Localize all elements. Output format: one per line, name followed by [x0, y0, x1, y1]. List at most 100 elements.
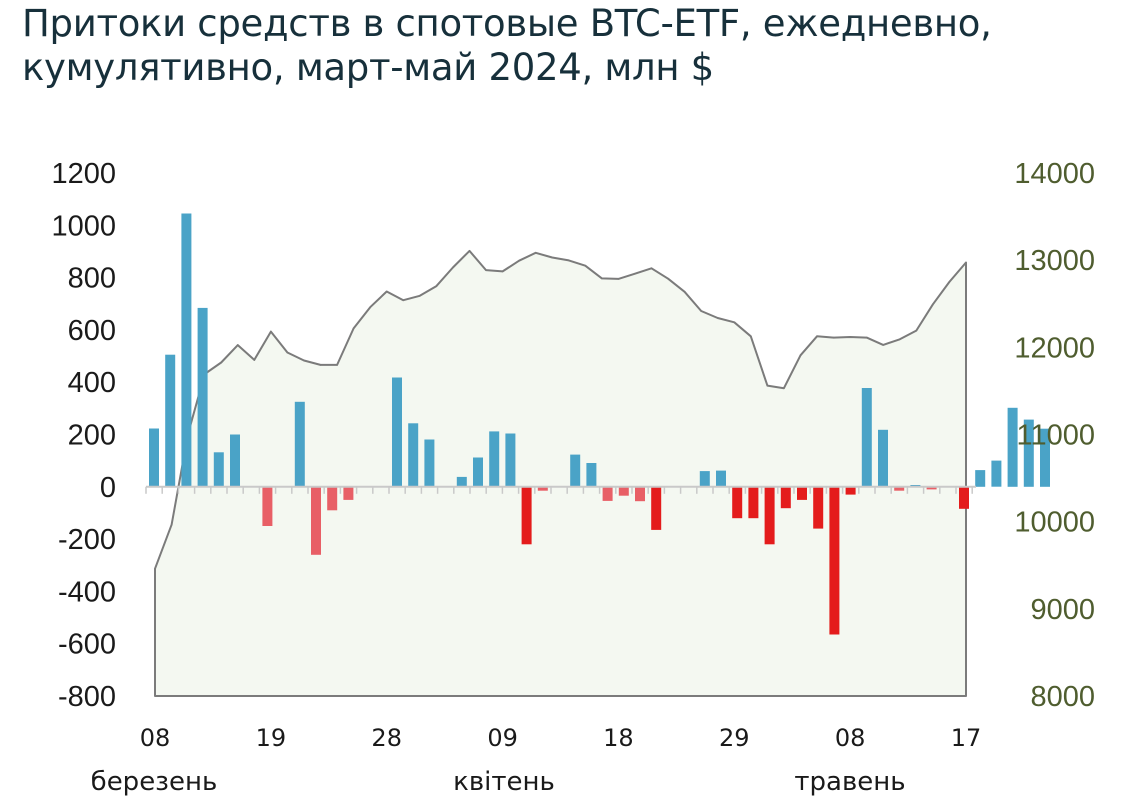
- cumulative-point: [932, 303, 934, 306]
- cumulative-point: [501, 270, 504, 273]
- cumulative-point: [286, 351, 289, 354]
- cumulative-point: [534, 252, 537, 254]
- cumulative-point: [551, 256, 553, 259]
- daily-flow-bar: [926, 486, 937, 490]
- daily-flow-bar: [424, 439, 435, 487]
- y-left-tick-label: 800: [68, 263, 116, 295]
- daily-flow-bar: [489, 431, 500, 487]
- cumulative-point: [832, 336, 835, 339]
- daily-flow-bar: [294, 401, 305, 487]
- y-left-tick-label: -800: [58, 681, 116, 713]
- cumulative-point: [419, 295, 421, 297]
- cumulative-point: [253, 359, 256, 361]
- cumulative-point: [385, 290, 388, 293]
- daily-flow-bar: [780, 486, 791, 509]
- cumulative-point: [170, 523, 173, 526]
- x-tick-label: 18: [603, 724, 634, 752]
- bars-layer: [149, 213, 1050, 635]
- y-right-tick-label: 12000: [1014, 332, 1095, 364]
- cumulative-point: [667, 277, 669, 280]
- cumulative-point: [369, 306, 372, 309]
- daily-flow-bar: [651, 486, 662, 530]
- daily-flow-bar: [521, 486, 532, 545]
- cumulative-point: [799, 354, 802, 357]
- cumulative-point: [816, 335, 818, 338]
- daily-flow-bar: [878, 429, 888, 487]
- cumulative-point: [402, 299, 405, 302]
- daily-flow-bar: [165, 354, 176, 487]
- y-left-tick-label: 1200: [51, 158, 116, 190]
- cumulative-point: [617, 278, 620, 280]
- x-tick-label: 28: [371, 724, 402, 752]
- daily-flow-bar: [975, 470, 986, 487]
- daily-flow-bar: [197, 307, 208, 487]
- area-layer: [154, 249, 967, 697]
- cumulative-point: [965, 261, 967, 264]
- x-tick-label: 17: [951, 724, 982, 752]
- daily-flow-bar: [635, 486, 645, 502]
- y-left-tick-label: 1000: [51, 210, 116, 242]
- cumulative-point: [948, 281, 951, 283]
- daily-flow-bar: [716, 470, 726, 487]
- cumulative-point: [865, 336, 868, 339]
- daily-flow-bar: [505, 433, 516, 487]
- cumulative-point: [849, 336, 851, 338]
- cumulative-point: [882, 344, 884, 346]
- cumulative-point: [601, 277, 603, 280]
- daily-flow-bar: [537, 486, 548, 491]
- cumulative-point: [303, 359, 305, 362]
- daily-flow-bar: [149, 428, 159, 487]
- daily-flow-bar: [959, 486, 969, 509]
- y-left-tick-label: 200: [68, 420, 116, 452]
- y-right-tick-label: 10000: [1014, 507, 1095, 539]
- month-labels: березень квітень травень: [91, 767, 906, 797]
- cumulative-point: [485, 269, 487, 271]
- x-tick-label: 19: [256, 724, 287, 752]
- daily-flow-bar: [829, 486, 840, 635]
- daily-flow-bar: [392, 377, 402, 487]
- cumulative-point: [700, 310, 702, 312]
- cumulative-point: [766, 384, 769, 387]
- cumulative-point: [716, 317, 719, 319]
- daily-flow-bar: [1023, 419, 1034, 487]
- daily-flow-bar: [230, 434, 240, 487]
- daily-flow-bar: [845, 486, 856, 495]
- cumulative-point: [568, 259, 570, 262]
- daily-flow-bar: [1007, 407, 1018, 487]
- cumulative-point: [220, 361, 222, 364]
- daily-flow-bar: [797, 486, 807, 500]
- cumulative-point: [683, 291, 686, 293]
- daily-flow-bar: [181, 213, 192, 487]
- chart-title-line-1: Притоки средств в спотовые BTC-ETF, ежед…: [22, 2, 992, 45]
- x-tick-label: 09: [487, 724, 518, 752]
- month-label: травень: [794, 767, 905, 797]
- x-tick-label: 08: [835, 724, 866, 752]
- y-right-tick-label: 9000: [1030, 594, 1095, 626]
- daily-flow-bar: [473, 457, 483, 487]
- daily-flow-bar: [456, 476, 467, 487]
- cumulative-point: [319, 364, 322, 366]
- daily-flow-bar: [813, 486, 824, 529]
- cumulative-point: [270, 330, 272, 333]
- y-left-tick-label: -200: [58, 524, 116, 556]
- cumulative-point: [237, 344, 239, 346]
- right-ticks: 14000 13000 12000 11000 10000 9000 8000: [1014, 158, 1095, 713]
- y-left-tick-label: -400: [58, 576, 116, 608]
- cumulative-point: [783, 387, 785, 390]
- daily-flow-bar: [343, 486, 354, 500]
- cumulative-point: [634, 272, 636, 275]
- daily-flow-bar: [861, 388, 872, 487]
- daily-flow-bar: [213, 452, 224, 487]
- cumulative-point: [584, 264, 587, 267]
- y-left-tick-label: 600: [68, 315, 116, 347]
- month-label: квітень: [453, 767, 555, 797]
- daily-flow-bar: [327, 486, 338, 511]
- y-right-tick-label: 13000: [1014, 245, 1095, 277]
- daily-flow-bar: [570, 454, 581, 487]
- daily-flow-bar: [618, 486, 629, 496]
- x-tick-label: 29: [719, 724, 750, 752]
- y-right-tick-label: 11000: [1017, 420, 1096, 452]
- cumulative-area-fill: [155, 250, 966, 696]
- y-left-tick-label: 400: [68, 367, 116, 399]
